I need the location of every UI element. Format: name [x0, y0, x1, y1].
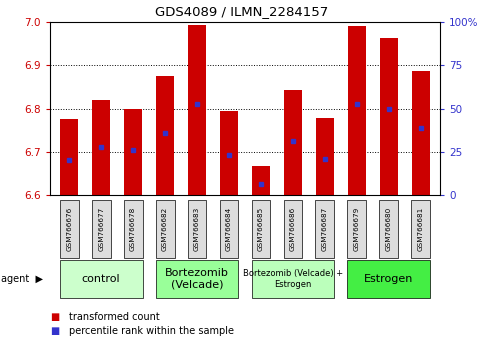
Bar: [347, 260, 430, 298]
Text: Bortezomib
(Velcade): Bortezomib (Velcade): [165, 268, 229, 290]
Bar: [412, 200, 430, 258]
Bar: [60, 119, 78, 195]
Text: GSM766681: GSM766681: [418, 207, 424, 251]
Bar: [220, 111, 238, 195]
Text: GSM766676: GSM766676: [66, 207, 72, 251]
Bar: [92, 100, 110, 195]
Bar: [347, 200, 366, 258]
Bar: [156, 260, 239, 298]
Text: control: control: [82, 274, 120, 284]
Text: GSM766677: GSM766677: [98, 207, 104, 251]
Bar: [60, 260, 142, 298]
Bar: [316, 118, 334, 195]
Bar: [124, 108, 142, 195]
Text: GSM766682: GSM766682: [162, 207, 168, 251]
Bar: [252, 166, 270, 195]
Bar: [412, 71, 429, 195]
Bar: [156, 76, 174, 195]
Bar: [252, 200, 270, 258]
Bar: [380, 200, 398, 258]
Bar: [348, 26, 366, 195]
Text: GSM766686: GSM766686: [290, 207, 296, 251]
Text: GDS4089 / ILMN_2284157: GDS4089 / ILMN_2284157: [155, 5, 328, 18]
Text: percentile rank within the sample: percentile rank within the sample: [70, 326, 234, 336]
Bar: [188, 25, 206, 195]
Text: GSM766678: GSM766678: [130, 207, 136, 251]
Text: Bortezomib (Velcade) +
Estrogen: Bortezomib (Velcade) + Estrogen: [243, 269, 343, 289]
Text: transformed count: transformed count: [70, 312, 160, 322]
Text: Estrogen: Estrogen: [364, 274, 413, 284]
Text: GSM766680: GSM766680: [386, 207, 392, 251]
Bar: [92, 200, 111, 258]
Bar: [252, 260, 334, 298]
Bar: [156, 200, 174, 258]
Bar: [284, 200, 302, 258]
Text: GSM766684: GSM766684: [226, 207, 232, 251]
Text: GSM766683: GSM766683: [194, 207, 200, 251]
Bar: [187, 200, 206, 258]
Text: GSM766687: GSM766687: [322, 207, 328, 251]
Text: GSM766685: GSM766685: [258, 207, 264, 251]
Bar: [380, 38, 398, 195]
Bar: [284, 90, 302, 195]
Text: agent  ▶: agent ▶: [1, 274, 43, 284]
Text: ■: ■: [50, 312, 59, 322]
Bar: [60, 200, 79, 258]
Bar: [220, 200, 239, 258]
Text: GSM766679: GSM766679: [354, 207, 360, 251]
Bar: [315, 200, 334, 258]
Bar: [124, 200, 142, 258]
Text: ■: ■: [50, 326, 59, 336]
